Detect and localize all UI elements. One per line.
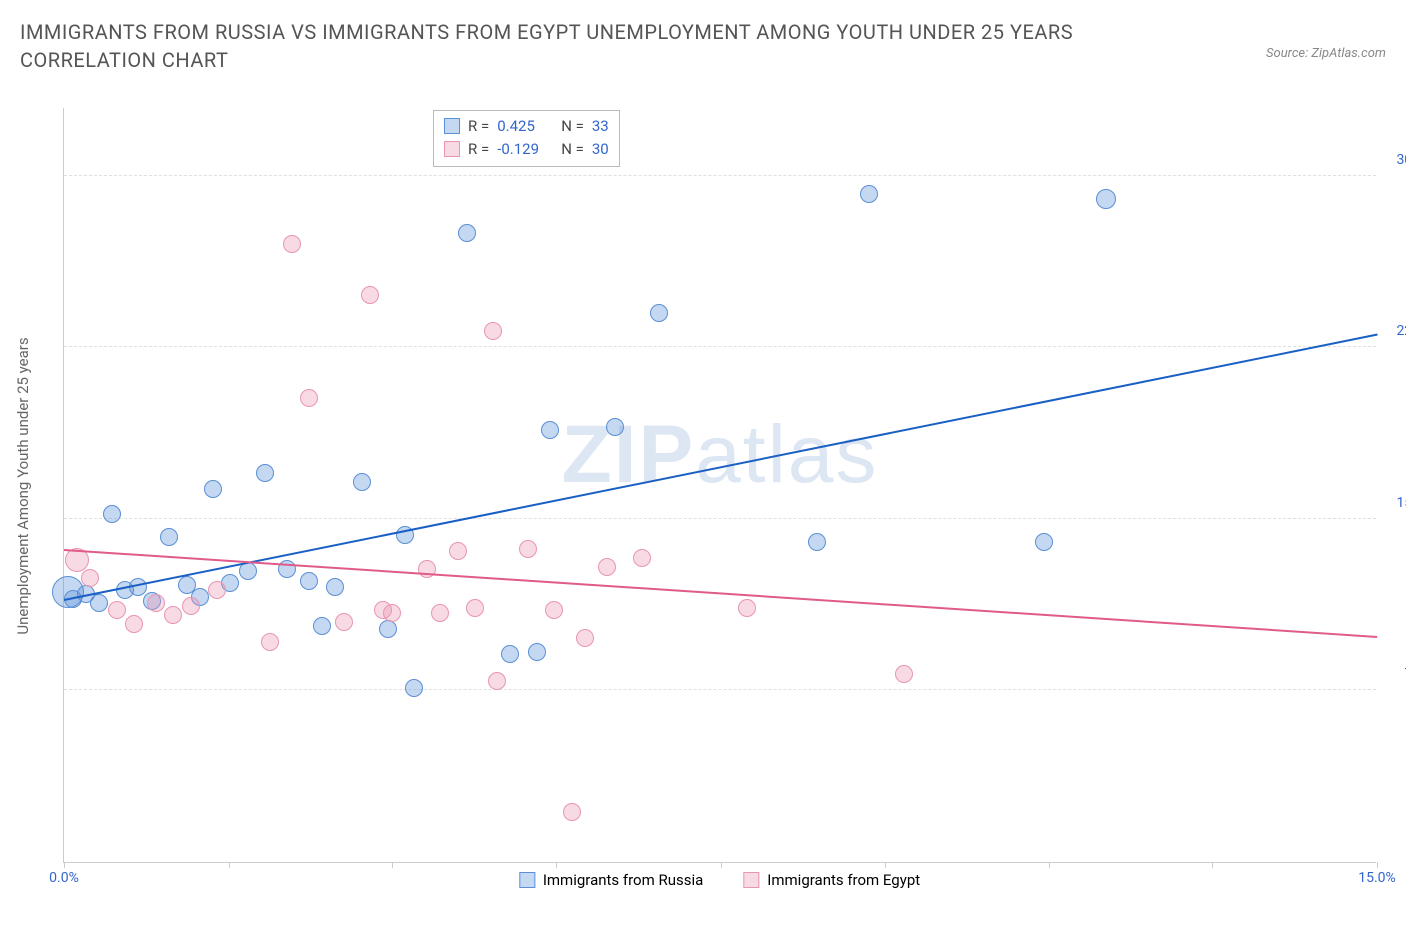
x-tick <box>885 862 886 868</box>
scatter-point <box>650 304 668 322</box>
x-tick <box>1049 862 1050 868</box>
stats-n-value: 33 <box>592 115 609 138</box>
stats-n-label: N = <box>561 138 584 161</box>
scatter-point <box>545 601 563 619</box>
scatter-point <box>449 542 467 560</box>
x-tick <box>1377 862 1378 868</box>
scatter-point <box>147 594 165 612</box>
scatter-point <box>738 599 756 617</box>
y-tick-label: 15.0% <box>1396 495 1406 511</box>
x-tick <box>64 862 65 868</box>
y-tick-label: 22.5% <box>1396 323 1406 339</box>
scatter-point <box>283 235 301 253</box>
scatter-point <box>541 421 559 439</box>
scatter-point <box>108 601 126 619</box>
scatter-point <box>300 389 318 407</box>
scatter-point <box>103 505 121 523</box>
scatter-point <box>326 578 344 596</box>
scatter-point <box>379 620 397 638</box>
gridline-h <box>64 518 1376 519</box>
scatter-point <box>606 418 624 436</box>
stats-row: R = 0.425 N = 33 <box>444 115 609 138</box>
scatter-point <box>488 672 506 690</box>
scatter-point <box>313 617 331 635</box>
scatter-point <box>335 613 353 631</box>
y-axis-title: Unemployment Among Youth under 25 years <box>14 337 32 634</box>
x-tick <box>1212 862 1213 868</box>
gridline-h <box>64 689 1376 690</box>
plot-container: Unemployment Among Youth under 25 years … <box>63 108 1376 863</box>
scatter-point <box>160 528 178 546</box>
x-tick <box>556 862 557 868</box>
scatter-point <box>528 643 546 661</box>
scatter-point <box>860 185 878 203</box>
scatter-point <box>1035 533 1053 551</box>
scatter-point <box>405 679 423 697</box>
scatter-point <box>261 633 279 651</box>
swatch-egypt <box>743 872 759 888</box>
scatter-point <box>519 540 537 558</box>
stats-r-label: R = <box>468 115 489 138</box>
scatter-point <box>466 599 484 617</box>
scatter-point <box>164 606 182 624</box>
source-label: Source: ZipAtlas.com <box>1266 46 1386 61</box>
stats-swatch <box>444 141 460 157</box>
scatter-point <box>431 604 449 622</box>
scatter-point <box>90 594 108 612</box>
scatter-point <box>125 615 143 633</box>
stats-box: R = 0.425 N = 33 R = -0.129 N = 30 <box>433 110 620 167</box>
scatter-point <box>256 464 274 482</box>
x-tick <box>721 862 722 868</box>
scatter-point <box>576 629 594 647</box>
trend-line <box>64 549 1377 638</box>
x-tick-label: 15.0% <box>1358 870 1396 886</box>
scatter-point <box>458 224 476 242</box>
stats-r-value: -0.129 <box>497 138 553 161</box>
scatter-point <box>353 473 371 491</box>
stats-r-label: R = <box>468 138 489 161</box>
stats-n-value: 30 <box>592 138 609 161</box>
legend-label-egypt: Immigrants from Egypt <box>767 871 920 889</box>
scatter-point <box>633 549 651 567</box>
scatter-point <box>182 597 200 615</box>
header-row: IMMIGRANTS FROM RUSSIA VS IMMIGRANTS FRO… <box>0 0 1406 74</box>
y-tick-label: 30.0% <box>1396 152 1406 168</box>
x-tick-label: 0.0% <box>49 870 79 886</box>
gridline-h <box>64 175 1376 176</box>
scatter-point <box>598 558 616 576</box>
scatter-point <box>208 581 226 599</box>
legend-label-russia: Immigrants from Russia <box>543 871 703 889</box>
scatter-point <box>81 569 99 587</box>
x-tick <box>392 862 393 868</box>
gridline-h <box>64 346 1376 347</box>
plot-area: ZIPatlas 7.5%15.0%22.5%30.0%0.0%15.0% <box>63 108 1376 863</box>
scatter-point <box>895 665 913 683</box>
stats-row: R = -0.129 N = 30 <box>444 138 609 161</box>
scatter-point <box>204 480 222 498</box>
swatch-russia <box>519 872 535 888</box>
chart-title: IMMIGRANTS FROM RUSSIA VS IMMIGRANTS FRO… <box>20 18 1120 74</box>
x-tick <box>229 862 230 868</box>
legend-item-egypt: Immigrants from Egypt <box>743 871 920 889</box>
legend-item-russia: Immigrants from Russia <box>519 871 703 889</box>
scatter-point <box>361 286 379 304</box>
scatter-point <box>383 604 401 622</box>
scatter-point <box>808 533 826 551</box>
scatter-point <box>1096 189 1116 209</box>
scatter-point <box>484 322 502 340</box>
stats-swatch <box>444 118 460 134</box>
scatter-point <box>300 572 318 590</box>
scatter-point <box>563 803 581 821</box>
stats-r-value: 0.425 <box>497 115 553 138</box>
stats-n-label: N = <box>561 115 584 138</box>
bottom-legend: Immigrants from Russia Immigrants from E… <box>519 871 920 889</box>
scatter-point <box>501 645 519 663</box>
